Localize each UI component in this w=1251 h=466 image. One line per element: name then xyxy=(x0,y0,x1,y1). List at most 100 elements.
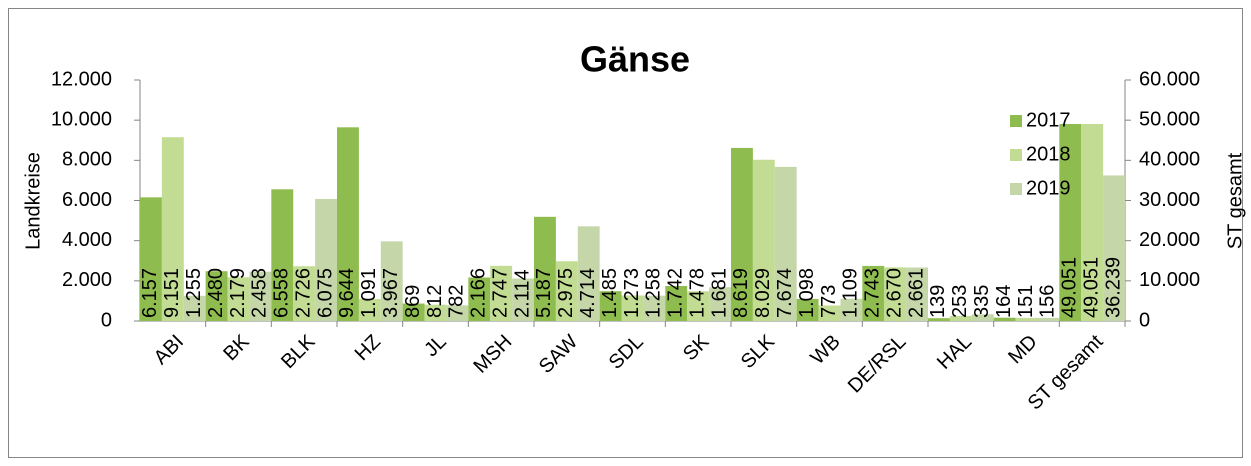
legend-swatch xyxy=(1010,183,1022,195)
data-label: 4.714 xyxy=(577,268,599,318)
bar xyxy=(1037,317,1060,321)
data-label: 49.051 xyxy=(1080,257,1102,318)
data-label: 2.726 xyxy=(292,268,314,318)
bar xyxy=(512,278,534,321)
data-label: 253 xyxy=(949,285,971,318)
data-label: 36.239 xyxy=(1102,257,1124,318)
data-label: 2.975 xyxy=(555,268,577,318)
data-label: 1.742 xyxy=(665,268,687,318)
data-label: 1.258 xyxy=(643,268,665,318)
bar xyxy=(1059,123,1082,321)
bar xyxy=(315,198,337,321)
data-label: 1.273 xyxy=(621,268,643,318)
data-label: 2.747 xyxy=(489,268,511,318)
y2-tick-label: 0 xyxy=(1139,309,1150,331)
bar xyxy=(1103,175,1125,321)
bar xyxy=(971,314,994,321)
y-tick-label: 2.000 xyxy=(62,269,112,291)
data-label: 1.091 xyxy=(358,268,380,318)
bar xyxy=(774,166,797,321)
legend-label: 2018 xyxy=(1026,143,1071,165)
data-label: 869 xyxy=(402,285,424,318)
data-label: 2.743 xyxy=(862,268,884,318)
y2-tick-label: 50.000 xyxy=(1139,108,1200,130)
bar xyxy=(884,267,907,321)
data-label: 6.075 xyxy=(314,268,336,318)
bar xyxy=(818,305,841,321)
data-label: 1.109 xyxy=(840,268,862,318)
y-tick-label: 4.000 xyxy=(62,229,112,251)
bar xyxy=(271,189,294,321)
bar xyxy=(534,216,556,321)
bar xyxy=(468,277,491,321)
data-label: 3.967 xyxy=(380,268,402,318)
bar xyxy=(643,295,666,321)
data-label: 1.681 xyxy=(708,268,730,318)
bar xyxy=(380,241,403,321)
bar xyxy=(249,271,272,321)
y-tick-label: 10.000 xyxy=(51,108,112,130)
y2-tick-label: 30.000 xyxy=(1139,189,1200,211)
y2-tick-label: 40.000 xyxy=(1139,149,1200,171)
data-label: 5.187 xyxy=(533,268,555,318)
bar xyxy=(402,303,425,321)
bar xyxy=(796,298,819,321)
data-label: 8.029 xyxy=(752,268,774,318)
legend-label: 2019 xyxy=(1026,177,1071,199)
bar xyxy=(1015,317,1038,321)
data-label: 139 xyxy=(927,285,949,318)
data-label: 49.051 xyxy=(1059,257,1081,318)
bar xyxy=(424,304,447,321)
data-label: 2.114 xyxy=(511,269,533,318)
bar xyxy=(446,305,469,321)
data-label: 1.255 xyxy=(183,268,205,318)
y-tick-label: 6.000 xyxy=(62,189,112,211)
bar xyxy=(906,267,928,321)
y2-tick-label: 60.000 xyxy=(1139,68,1200,90)
bar xyxy=(949,315,972,321)
data-label: 164 xyxy=(993,285,1015,318)
data-label: 151 xyxy=(1015,285,1037,318)
bar xyxy=(183,295,206,321)
bar xyxy=(1081,123,1104,321)
y-tick-label: 0 xyxy=(101,309,112,331)
legend-swatch xyxy=(1010,149,1022,161)
y-tick-label: 12.000 xyxy=(51,68,112,90)
data-label: 2.166 xyxy=(468,268,490,318)
bar xyxy=(621,295,644,321)
bar xyxy=(928,318,950,321)
data-label: 782 xyxy=(446,285,468,318)
bar xyxy=(577,226,600,321)
data-label: 9.644 xyxy=(336,268,358,318)
y2-axis-label: ST gesamt xyxy=(1224,152,1246,249)
bar xyxy=(731,147,753,321)
data-label: 6.558 xyxy=(271,268,293,318)
bar xyxy=(140,197,162,321)
y2-tick-label: 20.000 xyxy=(1139,229,1200,251)
bar xyxy=(358,299,381,321)
bar xyxy=(227,277,250,321)
data-label: 8.619 xyxy=(730,268,752,318)
data-label: 2.458 xyxy=(249,268,271,318)
bar xyxy=(709,287,731,321)
data-label: 2.480 xyxy=(205,268,227,318)
data-label: 2.179 xyxy=(227,268,249,318)
bar xyxy=(293,266,316,321)
data-label: 2.670 xyxy=(883,268,905,318)
bar xyxy=(993,317,1016,321)
data-label: 156 xyxy=(1037,285,1059,318)
data-label: 2.661 xyxy=(905,268,927,318)
data-label: 812 xyxy=(424,285,446,318)
bar xyxy=(752,159,775,321)
bar xyxy=(862,265,885,321)
legend-swatch xyxy=(1010,115,1022,127)
data-label: 6.157 xyxy=(139,268,161,318)
y-tick-label: 8.000 xyxy=(62,149,112,171)
data-label: 335 xyxy=(971,285,993,318)
bar xyxy=(665,286,688,321)
legend-label: 2017 xyxy=(1026,109,1071,131)
bar xyxy=(161,137,184,321)
bar xyxy=(555,261,578,321)
chart-frame xyxy=(8,8,1243,458)
